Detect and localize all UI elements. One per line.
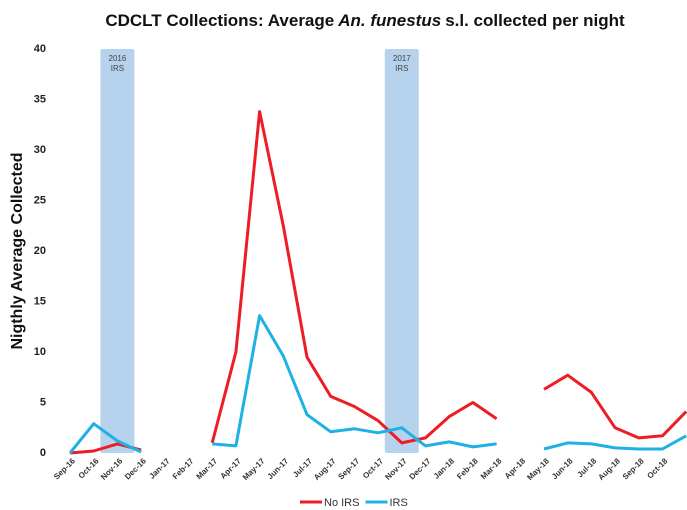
x-tick-label: Mar-17 <box>195 456 220 481</box>
series-line <box>68 314 687 454</box>
x-tick-label: Oct-16 <box>77 456 101 480</box>
y-tick-label: 40 <box>34 43 46 55</box>
x-tick-label: May-17 <box>241 456 267 482</box>
irs-period <box>100 49 135 453</box>
title-part: CDCLT Collections: Average <box>105 11 334 30</box>
y-tick-label: 25 <box>34 194 46 206</box>
period-label: 2016 <box>109 54 127 63</box>
y-tick-label: 35 <box>34 93 46 105</box>
period-label: IRS <box>395 64 408 73</box>
y-tick-label: 5 <box>40 396 46 408</box>
x-tick-label: Apr-17 <box>219 456 244 481</box>
x-tick-label: Mar-18 <box>479 456 504 481</box>
x-tick-label: Oct-17 <box>361 456 385 480</box>
legend-label: IRS <box>389 497 407 509</box>
x-tick-label: Sep-18 <box>621 456 646 481</box>
x-tick-label: Sep-17 <box>336 456 361 481</box>
chart-title: CDCLT Collections: Average An. funestus s.… <box>105 11 625 30</box>
x-tick-label: Nov-17 <box>383 456 409 482</box>
title-part: s.l. collected per night <box>445 11 625 30</box>
x-tick-label: Aug-17 <box>312 456 338 482</box>
period-label: 2017 <box>393 54 411 63</box>
y-axis-label: Nigthly Average Collected <box>9 152 26 349</box>
y-tick-label: 20 <box>34 245 46 257</box>
x-tick-label: Dec-16 <box>123 456 148 481</box>
x-tick-label: Dec-17 <box>407 456 432 481</box>
x-tick-label: Jan-18 <box>432 456 457 481</box>
period-label: IRS <box>111 64 124 73</box>
x-tick-label: Oct-18 <box>645 456 669 480</box>
x-tick-label: Apr-18 <box>503 456 528 481</box>
title-part: An. funestus <box>337 11 441 30</box>
y-tick-label: 0 <box>40 447 46 459</box>
x-tick-label: Aug-18 <box>596 456 622 482</box>
y-tick-label: 10 <box>34 346 46 358</box>
series-line <box>69 110 687 455</box>
x-tick-label: Nov-16 <box>99 456 125 482</box>
irs-period <box>384 49 419 453</box>
x-tick-label: Jan-17 <box>147 456 172 481</box>
x-tick-label: Sep-16 <box>52 456 77 481</box>
legend-label: No IRS <box>324 497 359 509</box>
x-tick-label: Feb-18 <box>455 456 480 481</box>
x-tick-label: Feb-17 <box>171 456 196 481</box>
x-tick-label: Jun-17 <box>266 456 291 481</box>
x-tick-label: Jun-18 <box>550 456 575 481</box>
y-tick-label: 15 <box>34 295 46 307</box>
x-tick-label: May-18 <box>525 456 551 482</box>
y-tick-label: 30 <box>34 144 46 156</box>
